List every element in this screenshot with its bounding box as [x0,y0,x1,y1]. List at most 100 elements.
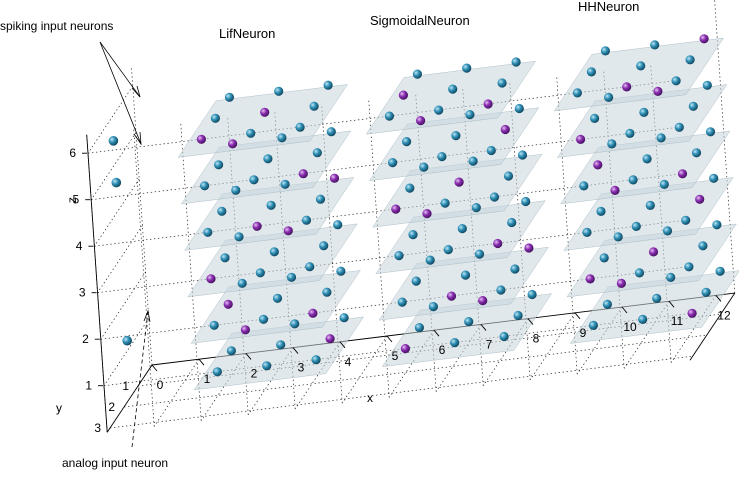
excitatory-neuron [448,84,458,94]
excitatory-neuron [428,302,438,312]
excitatory-neuron [224,92,234,102]
inhibitory-neuron [616,278,627,288]
inhibitory-neuron [391,204,401,214]
grid-line [180,122,202,421]
x-tick-mark [715,295,722,302]
neuron-layer-plane [365,60,537,135]
excitatory-neuron [582,227,592,237]
grid-line [576,306,623,375]
x-tick-mark [527,318,534,325]
excitatory-neuron [645,200,655,210]
grid-line [200,353,247,421]
inhibitory-neuron [653,86,663,96]
excitatory-neuron [212,367,222,377]
excitatory-neuron [305,262,315,272]
inhibitory-neuron [422,209,432,219]
inhibitory-neuron [524,243,534,253]
analog-arrow [131,310,149,448]
inhibitory-neuron [593,160,603,170]
inhibitory-neuron [228,139,238,149]
inhibitory-neuron [687,308,697,318]
excitatory-neuron [323,80,333,90]
excitatory-neuron [636,61,646,71]
x-tick-label: 7 [486,337,493,351]
grid-line [103,318,150,386]
title-sigmoidal-neuron: SigmoidalNeuron [370,13,470,28]
spiking-arrow-2 [99,41,142,145]
x-tick-mark [480,324,487,331]
excitatory-neuron [301,215,312,225]
excitatory-neuron [590,113,600,123]
excitatory-neuron [231,185,241,195]
z-tick-label: 1 [85,379,92,393]
grid-line [87,85,134,154]
excitatory-neuron [460,270,471,280]
excitatory-neuron [266,200,276,210]
excitatory-neuron [666,272,676,282]
excitatory-neuron [384,111,394,121]
excitatory-neuron [702,80,712,90]
excitatory-neuron [685,55,695,65]
excitatory-neuron [272,293,283,303]
inhibitory-neuron [329,173,340,183]
x-tick-label: 12 [717,308,731,322]
grid-line [368,99,390,398]
inhibitory-neuron [398,90,408,100]
x-tick-mark [339,341,346,349]
grid-line [133,128,155,427]
excitatory-neuron [210,113,220,123]
grid-line [341,335,388,404]
inhibitory-neuron [454,177,464,187]
x-axis-label: x [367,391,373,405]
inhibitory-neuron [283,226,293,236]
spiking-input-neuron [108,136,119,146]
inhibitory-neuron [325,334,335,344]
spiking-arrowhead-1 [131,85,141,98]
excitatory-neuron [408,230,418,240]
excitatory-neuron [628,175,638,185]
excitatory-neuron [599,253,609,263]
x-tick-mark [621,306,628,314]
excitatory-neuron [604,92,614,102]
y-axis-line [106,364,153,433]
excitatory-neuron [712,220,722,230]
inhibitory-neuron [446,291,457,301]
excitatory-neuron [394,251,404,261]
excitatory-neuron [517,150,528,160]
analog-arrowhead [143,309,151,323]
grid-line [90,132,137,200]
grid-line [670,295,717,363]
z-tick-label: 3 [79,286,86,300]
y-tick-label: 2 [108,400,115,414]
grid-line [123,334,707,408]
inhibitory-neuron [677,169,688,179]
title-hh-neuron: HHNeuron [578,0,639,14]
excitatory-neuron [249,175,259,185]
x-tick-mark [245,353,252,360]
grid-line [529,312,576,381]
excitatory-neuron [511,57,521,67]
x-tick-label: 0 [157,378,164,392]
excitatory-neuron [397,297,407,307]
excitatory-neuron [450,338,460,348]
excitatory-neuron [311,355,321,365]
neuron-layer-plane [553,37,725,112]
excitatory-neuron [414,323,424,333]
excitatory-neuron [405,183,415,193]
inhibitory-neuron [648,247,659,257]
excitatory-neuron [290,319,300,329]
analog-input-label: analog input neuron [62,456,168,470]
excitatory-neuron [274,86,284,96]
title-lif-neuron: LifNeuron [219,26,275,41]
spiking-input-neuron [111,177,122,188]
excitatory-neuron [388,158,398,168]
grid-line [109,355,693,429]
excitatory-neuron [326,127,336,137]
inhibitory-neuron [252,221,262,231]
grid-line [153,359,200,427]
inhibitory-neuron [416,116,426,126]
spiking-arrow-1 [99,41,141,98]
inhibitory-neuron [223,299,233,309]
excitatory-neuron [425,255,435,265]
